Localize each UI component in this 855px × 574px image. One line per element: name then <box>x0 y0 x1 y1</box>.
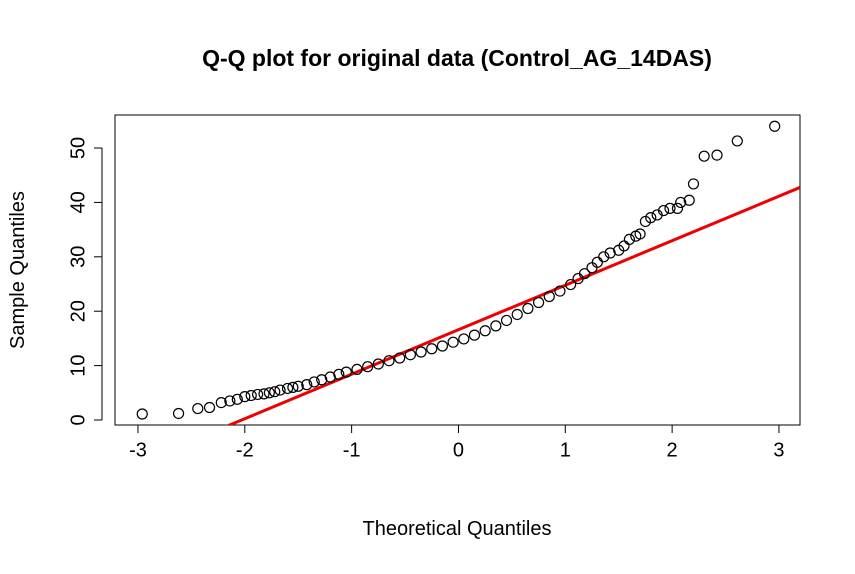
point <box>554 285 566 297</box>
point <box>308 376 320 388</box>
point <box>281 382 294 395</box>
point <box>215 396 227 409</box>
chart-title: Q-Q plot for original data (Control_AG_1… <box>202 45 712 71</box>
point <box>274 384 286 396</box>
point <box>372 358 384 370</box>
point <box>333 368 345 380</box>
point <box>565 278 577 291</box>
point <box>698 150 710 162</box>
point <box>436 340 449 352</box>
point <box>675 196 687 209</box>
point <box>340 366 352 378</box>
point <box>543 290 555 303</box>
point <box>645 212 657 224</box>
x-tick-label: -2 <box>236 439 254 461</box>
point <box>532 296 545 309</box>
point <box>239 391 251 403</box>
point <box>490 320 502 332</box>
point <box>192 402 204 415</box>
point <box>687 178 700 190</box>
point <box>711 149 723 161</box>
reference-line <box>225 186 800 425</box>
point <box>500 314 513 327</box>
point <box>269 386 281 398</box>
x-axis-label: Theoretical Quantiles <box>363 518 552 540</box>
point <box>426 343 438 355</box>
point <box>623 233 635 246</box>
point <box>591 256 603 268</box>
point <box>731 135 743 147</box>
point <box>287 381 299 393</box>
point <box>351 363 363 376</box>
x-tick-label: -3 <box>129 439 147 461</box>
point <box>252 388 264 401</box>
point <box>231 393 243 405</box>
point <box>415 346 427 358</box>
x-tick-label: -1 <box>343 439 361 461</box>
point <box>683 194 695 206</box>
plot-box <box>114 114 801 426</box>
point <box>136 408 148 420</box>
y-tick-label: 20 <box>67 300 89 322</box>
point <box>362 361 374 373</box>
point <box>657 204 670 217</box>
point <box>383 355 395 367</box>
point <box>769 120 781 132</box>
x-tick-label: 1 <box>560 439 571 461</box>
y-axis-label: Sample Quantiles <box>7 191 29 349</box>
point <box>468 329 481 341</box>
point <box>458 333 470 345</box>
point <box>301 379 313 391</box>
y-tick-label: 0 <box>67 414 89 425</box>
y-tick-label: 40 <box>67 191 89 213</box>
y-tick-label: 50 <box>67 137 89 159</box>
x-tick-label: 0 <box>453 439 464 461</box>
point <box>258 388 270 400</box>
point <box>586 262 598 274</box>
point <box>447 336 459 348</box>
y-tick-label: 30 <box>67 246 89 268</box>
point <box>292 380 304 392</box>
point <box>394 352 406 364</box>
point <box>578 268 591 280</box>
point <box>224 395 236 407</box>
y-tick-label: 10 <box>67 354 89 376</box>
x-tick-label: 3 <box>773 439 784 461</box>
point <box>634 228 646 240</box>
point <box>404 349 416 361</box>
point <box>598 251 610 263</box>
point <box>245 389 257 402</box>
point <box>203 401 216 414</box>
point <box>522 302 534 315</box>
point <box>479 325 491 337</box>
point <box>511 308 523 321</box>
point <box>263 387 275 399</box>
x-tick-label: 2 <box>667 439 678 461</box>
point <box>664 202 676 214</box>
point <box>172 407 185 420</box>
point <box>671 202 684 214</box>
